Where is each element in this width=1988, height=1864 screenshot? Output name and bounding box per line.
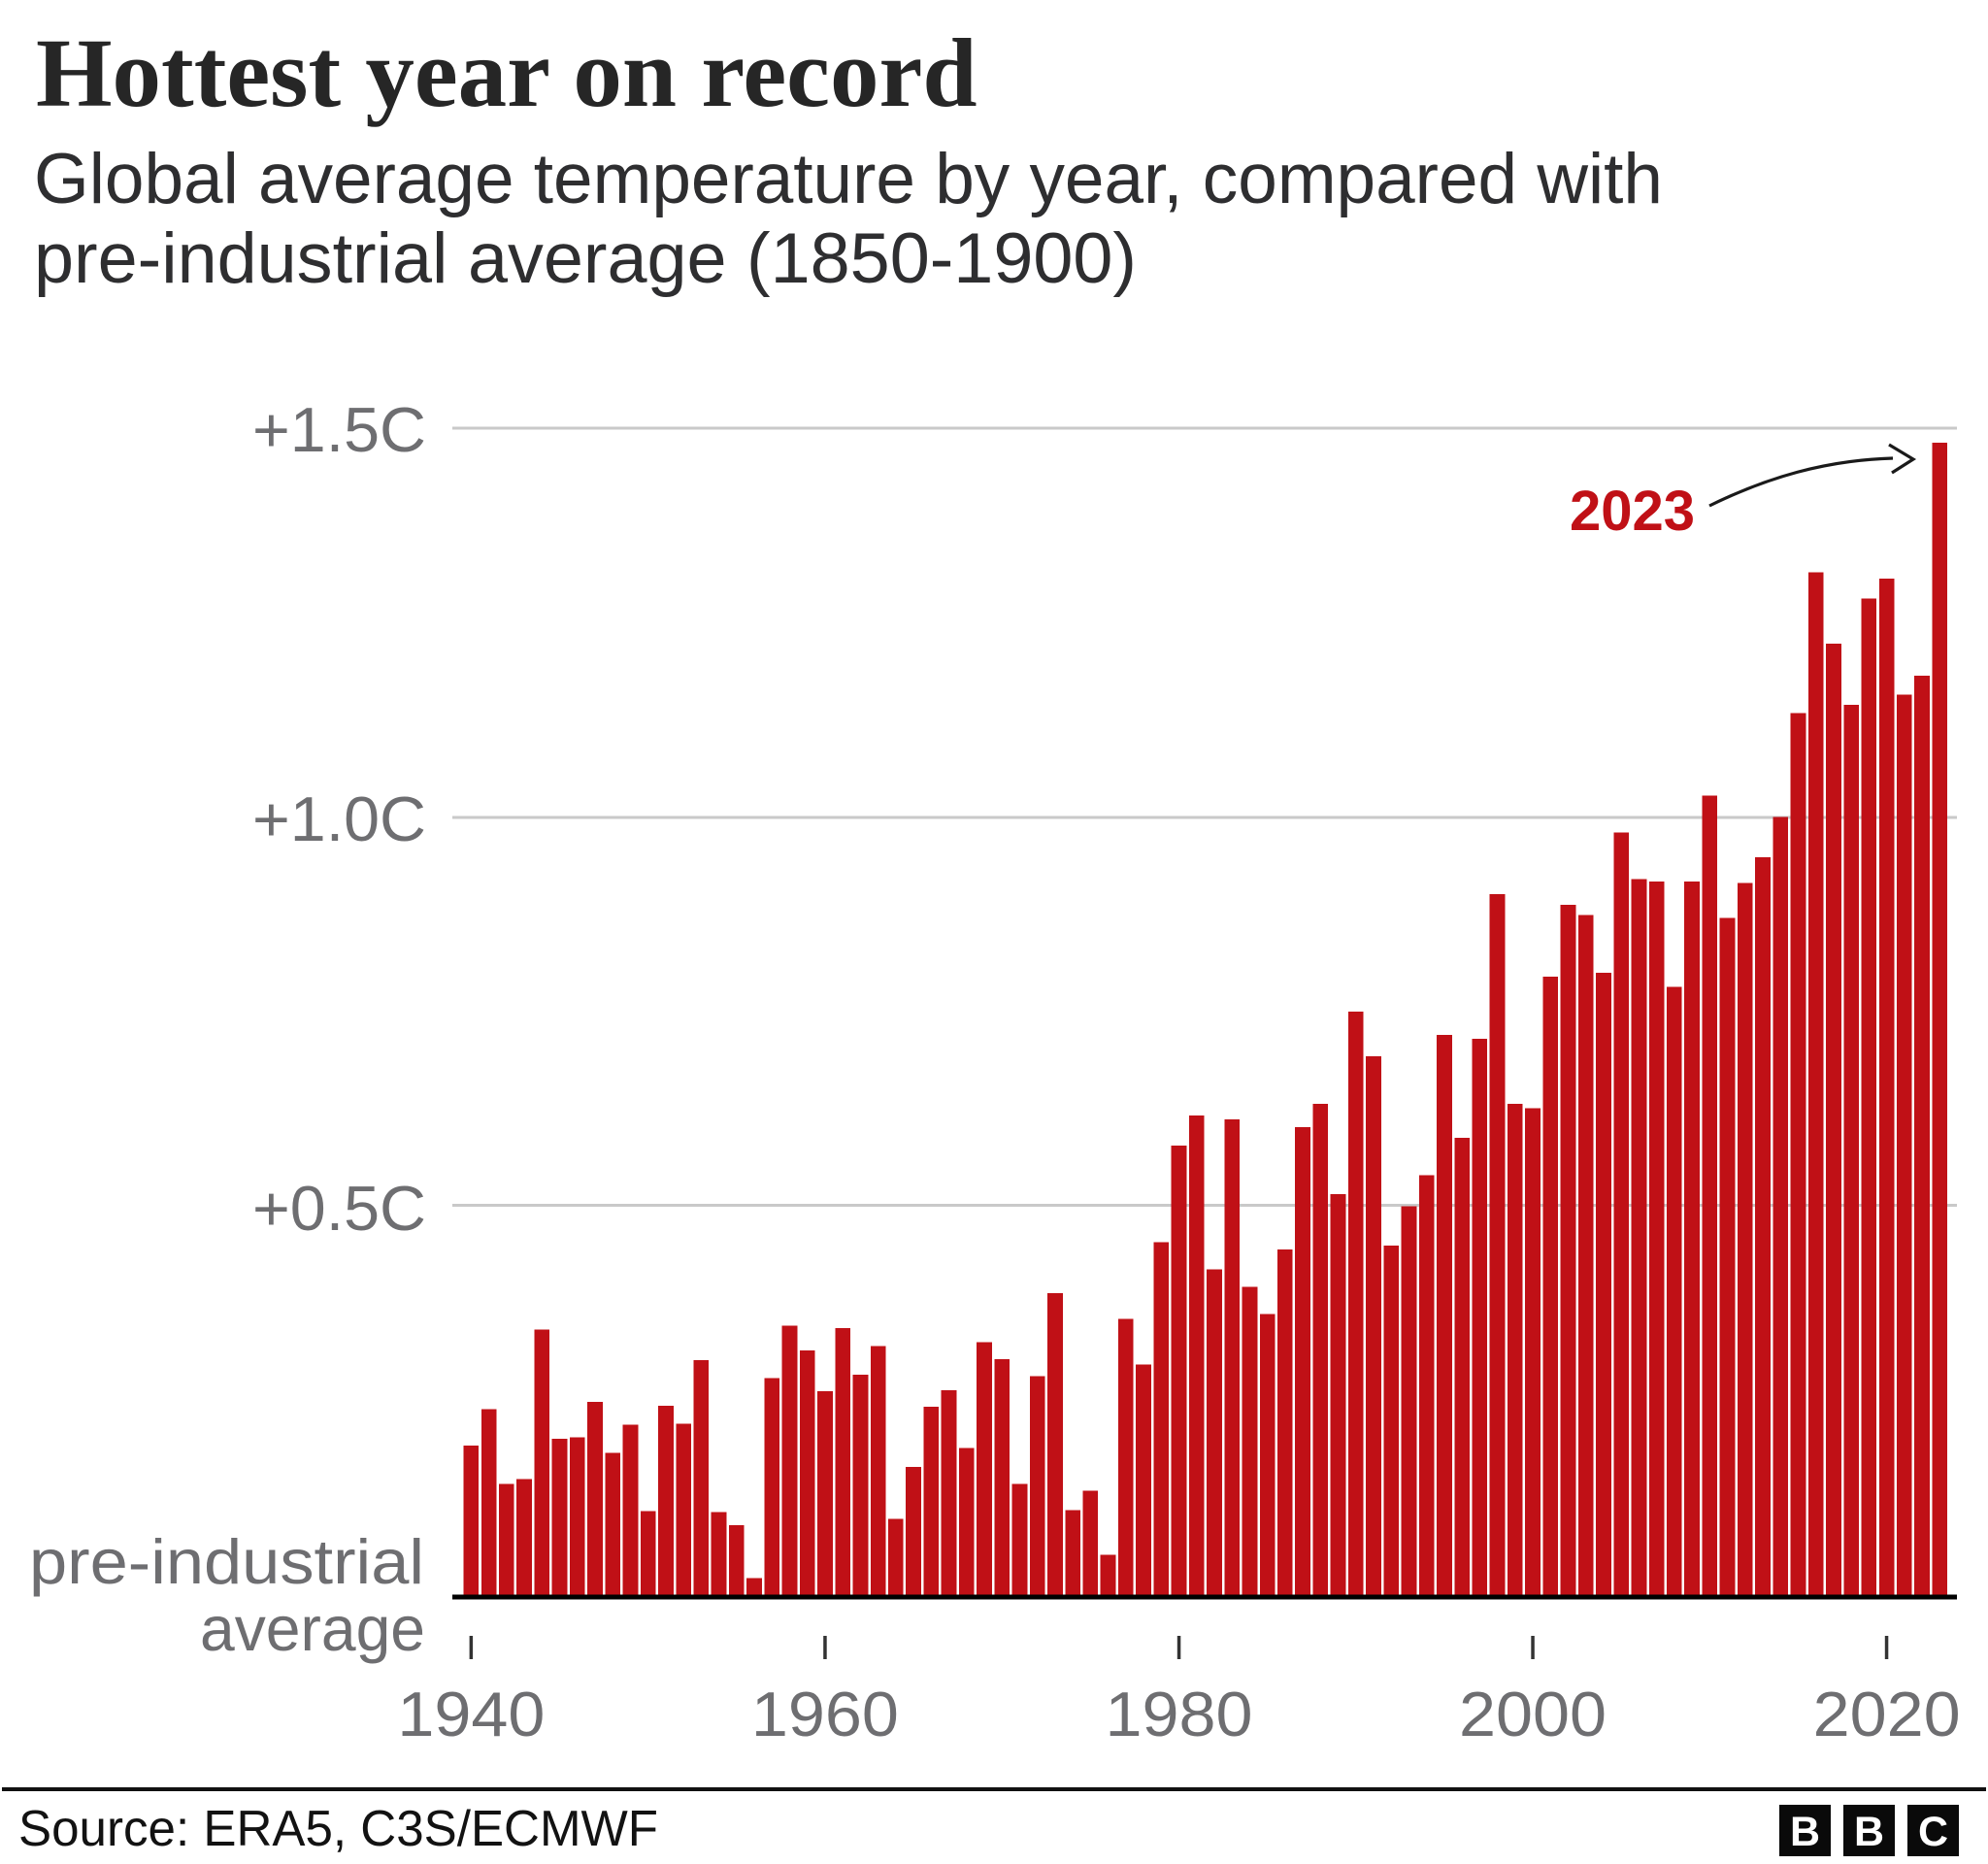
svg-text:2020: 2020 (1813, 1679, 1961, 1749)
svg-text:Hottest year on record: Hottest year on record (36, 18, 977, 127)
svg-text:Global average temperature by: Global average temperature by year, comp… (34, 140, 1663, 218)
svg-text:2023: 2023 (1570, 480, 1695, 543)
svg-text:C: C (1918, 1809, 1948, 1855)
svg-text:B: B (1790, 1809, 1820, 1855)
svg-text:1940: 1940 (397, 1679, 545, 1749)
svg-text:+1.0C: +1.0C (252, 783, 426, 854)
svg-text:pre-industrial: pre-industrial (29, 1526, 424, 1597)
svg-text:B: B (1854, 1809, 1884, 1855)
svg-text:1960: 1960 (751, 1679, 899, 1749)
svg-text:2000: 2000 (1459, 1679, 1607, 1749)
svg-text:pre-industrial average (1850-1: pre-industrial average (1850-1900) (34, 219, 1137, 298)
svg-text:+0.5C: +0.5C (252, 1173, 426, 1244)
svg-text:+1.5C: +1.5C (252, 394, 426, 465)
svg-text:average: average (200, 1593, 425, 1664)
svg-text:1980: 1980 (1106, 1679, 1253, 1749)
svg-text:Source: ERA5, C3S/ECMWF: Source: ERA5, C3S/ECMWF (18, 1801, 658, 1857)
